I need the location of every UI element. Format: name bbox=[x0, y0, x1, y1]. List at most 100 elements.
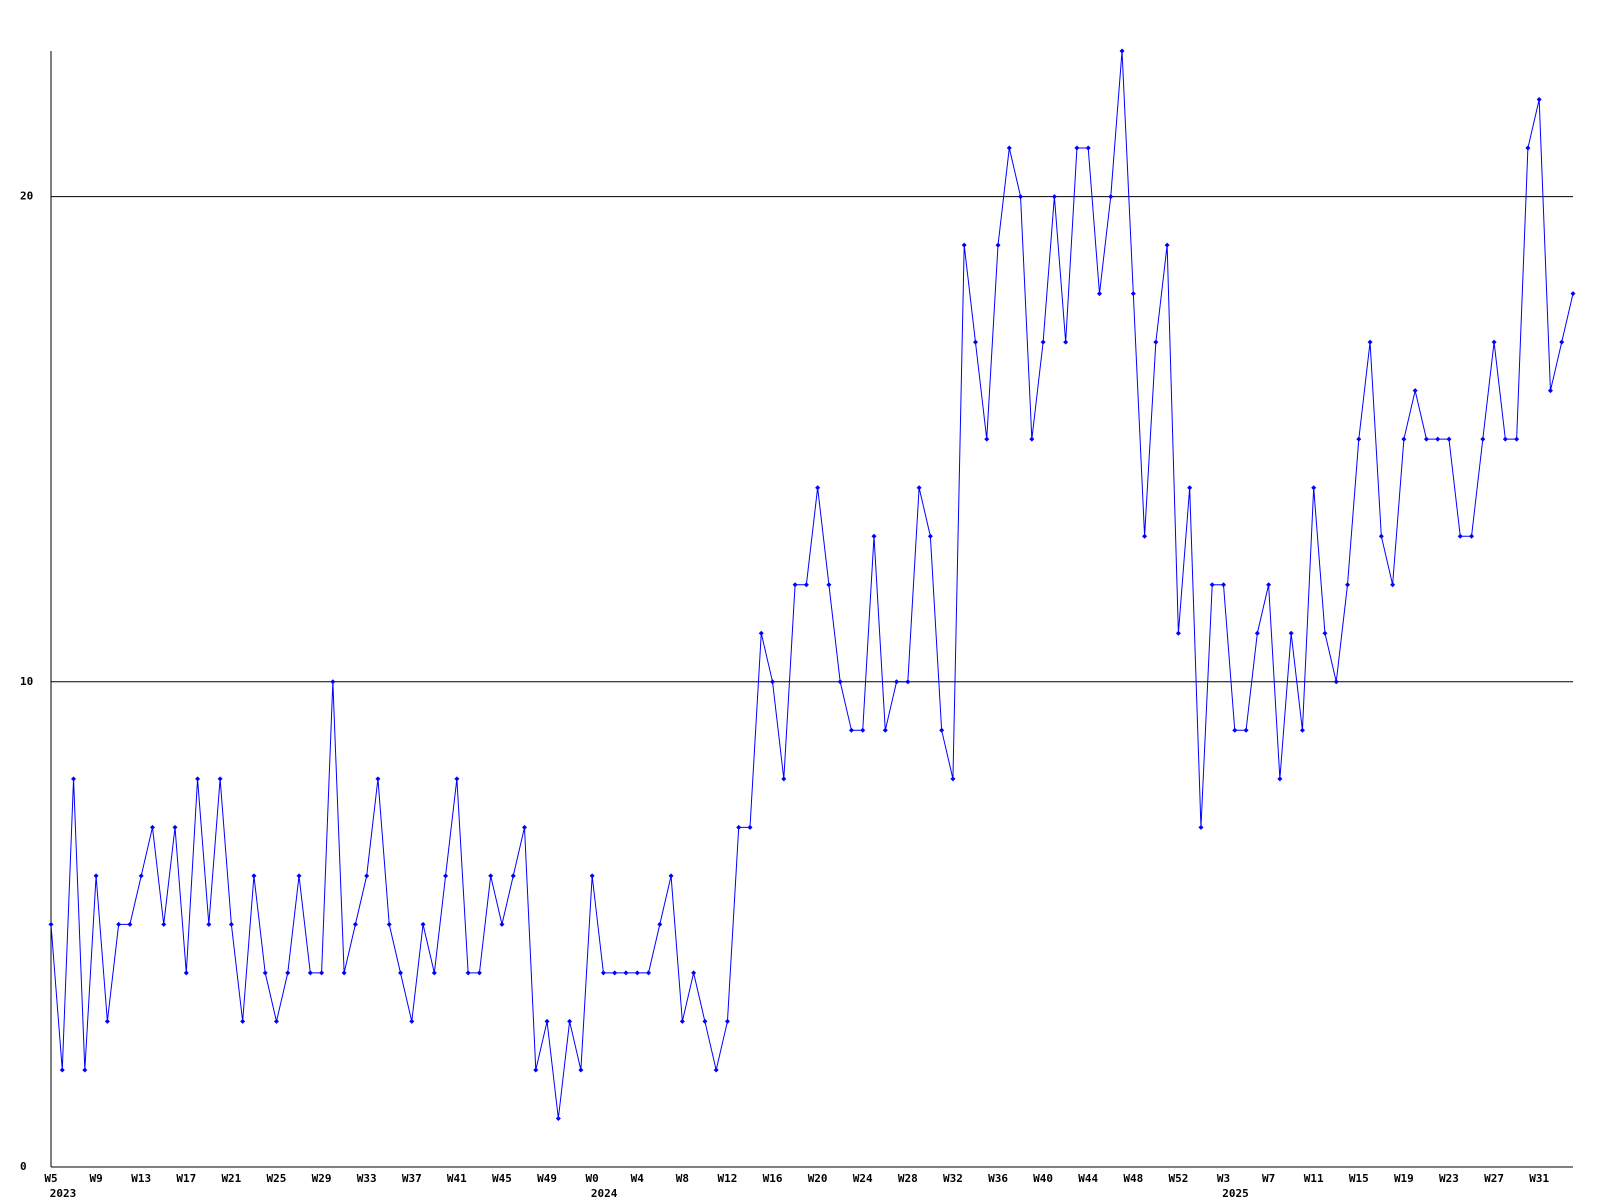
data-point bbox=[781, 776, 787, 782]
data-point bbox=[995, 242, 1001, 248]
data-point bbox=[443, 873, 449, 879]
data-point bbox=[882, 727, 888, 733]
data-point bbox=[1491, 339, 1497, 345]
data-point bbox=[48, 921, 54, 927]
data-point bbox=[950, 776, 956, 782]
data-point bbox=[93, 873, 99, 879]
x-tick-label: W25 bbox=[267, 1172, 287, 1185]
y-tick-label: 10 bbox=[20, 675, 33, 688]
x-tick-label: W20 bbox=[808, 1172, 828, 1185]
data-point bbox=[217, 776, 223, 782]
data-point bbox=[1356, 436, 1362, 442]
data-point bbox=[1040, 339, 1046, 345]
data-point bbox=[465, 970, 471, 976]
data-point bbox=[1063, 339, 1069, 345]
data-point bbox=[510, 873, 516, 879]
data-point bbox=[961, 242, 967, 248]
data-point bbox=[296, 873, 302, 879]
data-point bbox=[1367, 339, 1373, 345]
data-point bbox=[578, 1067, 584, 1073]
data-point bbox=[1412, 388, 1418, 394]
data-point bbox=[736, 824, 742, 830]
data-point bbox=[127, 921, 133, 927]
x-tick-label: W17 bbox=[176, 1172, 196, 1185]
data-point bbox=[1277, 776, 1283, 782]
data-point bbox=[1570, 291, 1576, 297]
x-tick-label: W9 bbox=[89, 1172, 102, 1185]
data-point bbox=[1108, 194, 1114, 200]
data-point bbox=[533, 1067, 539, 1073]
data-point bbox=[1299, 727, 1305, 733]
data-point bbox=[1175, 630, 1181, 636]
data-point bbox=[1074, 145, 1080, 151]
x-tick-label: W52 bbox=[1168, 1172, 1188, 1185]
data-point bbox=[589, 873, 595, 879]
data-point bbox=[420, 921, 426, 927]
data-point bbox=[240, 1018, 246, 1024]
x-year-label: 2025 bbox=[1222, 1187, 1249, 1200]
data-point bbox=[522, 824, 528, 830]
x-tick-label: W21 bbox=[221, 1172, 241, 1185]
data-point bbox=[1446, 436, 1452, 442]
data-point bbox=[657, 921, 663, 927]
data-point bbox=[939, 727, 945, 733]
x-tick-label: W27 bbox=[1484, 1172, 1504, 1185]
data-point bbox=[1423, 436, 1429, 442]
data-point bbox=[747, 824, 753, 830]
data-point bbox=[1018, 194, 1024, 200]
data-point bbox=[1164, 242, 1170, 248]
data-point bbox=[183, 970, 189, 976]
data-point bbox=[1311, 485, 1317, 491]
x-tick-label: W4 bbox=[631, 1172, 645, 1185]
data-point bbox=[1469, 533, 1475, 539]
x-tick-label: W19 bbox=[1394, 1172, 1414, 1185]
data-point bbox=[1051, 194, 1057, 200]
x-tick-label: W13 bbox=[131, 1172, 151, 1185]
data-point bbox=[1243, 727, 1249, 733]
y-tick-label: 20 bbox=[20, 190, 33, 203]
data-point bbox=[285, 970, 291, 976]
data-point bbox=[544, 1018, 550, 1024]
data-point bbox=[1198, 824, 1204, 830]
x-tick-label: W37 bbox=[402, 1172, 422, 1185]
data-point bbox=[634, 970, 640, 976]
data-point bbox=[927, 533, 933, 539]
x-tick-label: W24 bbox=[853, 1172, 873, 1185]
data-point bbox=[1209, 582, 1215, 588]
data-point bbox=[668, 873, 674, 879]
data-point bbox=[555, 1115, 561, 1121]
data-point bbox=[916, 485, 922, 491]
data-point bbox=[1480, 436, 1486, 442]
data-point bbox=[138, 873, 144, 879]
data-point bbox=[826, 582, 832, 588]
data-point bbox=[319, 970, 325, 976]
data-point bbox=[1232, 727, 1238, 733]
data-point bbox=[488, 873, 494, 879]
data-point bbox=[431, 970, 437, 976]
data-point bbox=[1221, 582, 1227, 588]
data-point bbox=[1130, 291, 1136, 297]
data-point bbox=[646, 970, 652, 976]
data-point bbox=[476, 970, 482, 976]
data-point bbox=[1153, 339, 1159, 345]
data-point bbox=[1559, 339, 1565, 345]
x-tick-label: W48 bbox=[1123, 1172, 1143, 1185]
x-tick-label: W28 bbox=[898, 1172, 918, 1185]
data-point bbox=[815, 485, 821, 491]
y-tick-label: 0 bbox=[20, 1160, 27, 1173]
data-point bbox=[1288, 630, 1294, 636]
data-point bbox=[1142, 533, 1148, 539]
data-point bbox=[195, 776, 201, 782]
data-point bbox=[82, 1067, 88, 1073]
data-point bbox=[871, 533, 877, 539]
data-point bbox=[1536, 97, 1542, 103]
data-point bbox=[375, 776, 381, 782]
data-point bbox=[623, 970, 629, 976]
data-point bbox=[770, 679, 776, 685]
x-tick-label: W5 bbox=[44, 1172, 57, 1185]
data-line bbox=[50, 50, 1574, 1119]
data-point bbox=[691, 970, 697, 976]
data-point bbox=[1345, 582, 1351, 588]
data-point bbox=[1502, 436, 1508, 442]
